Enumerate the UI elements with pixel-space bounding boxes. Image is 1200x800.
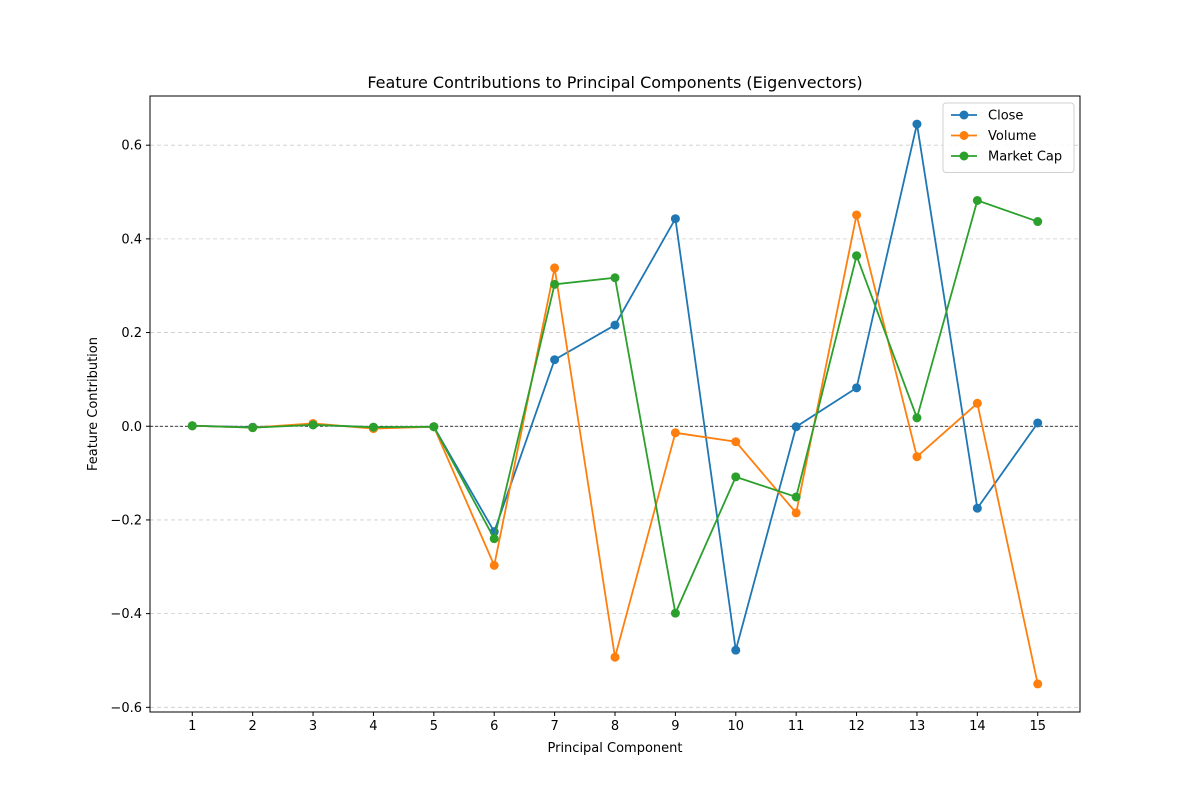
data-point-volume xyxy=(852,210,862,220)
x-tick-label: 12 xyxy=(848,719,865,734)
legend-marker xyxy=(959,131,969,140)
data-point-volume xyxy=(972,398,982,408)
data-point-close xyxy=(791,422,801,432)
chart-title: Feature Contributions to Principal Compo… xyxy=(367,73,862,92)
data-point-close xyxy=(1033,418,1043,428)
data-point-market-cap xyxy=(912,413,922,423)
legend-label: Market Cap xyxy=(988,150,1062,165)
x-axis-label: Principal Component xyxy=(547,741,682,756)
x-tick-label: 2 xyxy=(249,719,257,734)
series-line-close xyxy=(192,123,1039,651)
data-point-market-cap xyxy=(972,195,982,205)
y-tick-label: 0.0 xyxy=(121,420,142,435)
data-point-close xyxy=(550,355,560,365)
y-axis-ticks: −0.6 −0.4 −0.2 0.0 0.2 0.4 0.6 xyxy=(110,139,150,716)
y-tick-label: −0.6 xyxy=(110,701,142,716)
data-point-market-cap xyxy=(429,422,439,432)
legend-marker xyxy=(959,151,969,161)
data-point-market-cap xyxy=(308,420,318,430)
x-tick-label: 3 xyxy=(309,719,317,734)
data-point-market-cap xyxy=(791,492,801,502)
data-point-close xyxy=(852,383,862,393)
data-point-volume xyxy=(610,652,620,662)
data-point-volume xyxy=(489,560,499,570)
data-point-volume xyxy=(731,437,741,447)
x-axis-ticks: 1 2 3 4 5 6 7 8 9 10 11 12 13 14 15 xyxy=(188,712,1046,734)
data-point-market-cap xyxy=(368,422,378,432)
legend-marker xyxy=(959,110,969,120)
x-tick-label: 8 xyxy=(611,719,619,734)
data-point-volume xyxy=(912,452,922,462)
y-tick-label: 0.4 xyxy=(121,232,142,247)
series-close xyxy=(187,119,1043,655)
x-tick-label: 5 xyxy=(430,719,438,734)
y-tick-label: −0.4 xyxy=(110,607,142,622)
x-tick-label: 9 xyxy=(671,719,679,734)
x-tick-label: 1 xyxy=(188,719,196,734)
x-tick-label: 15 xyxy=(1029,719,1046,734)
data-point-close xyxy=(731,645,741,655)
x-tick-label: 4 xyxy=(369,719,377,734)
data-point-market-cap xyxy=(489,534,499,544)
data-point-close xyxy=(912,119,922,129)
data-point-volume xyxy=(670,428,680,438)
y-tick-label: −0.2 xyxy=(110,513,142,528)
x-tick-label: 6 xyxy=(490,719,498,734)
plot-frame xyxy=(149,95,1081,713)
data-point-volume xyxy=(791,508,801,518)
x-tick-label: 7 xyxy=(550,719,558,734)
legend: Close Volume Market Cap xyxy=(942,102,1075,173)
data-point-market-cap xyxy=(1033,217,1043,227)
legend-label: Volume xyxy=(988,129,1036,144)
data-point-volume xyxy=(550,263,560,273)
y-axis-label: Feature Contribution xyxy=(86,337,101,471)
x-tick-label: 11 xyxy=(788,719,805,734)
data-point-market-cap xyxy=(550,279,560,289)
data-point-market-cap xyxy=(610,273,620,283)
data-point-close xyxy=(610,320,620,330)
x-tick-label: 13 xyxy=(909,719,926,734)
data-point-close xyxy=(972,503,982,513)
data-point-market-cap xyxy=(187,421,197,431)
x-tick-label: 10 xyxy=(728,719,745,734)
legend-item-volume: Volume xyxy=(951,129,1036,144)
data-point-market-cap xyxy=(731,472,741,482)
series-market-cap xyxy=(187,195,1043,618)
legend-item-market-cap: Market Cap xyxy=(951,150,1062,165)
y-tick-label: 0.6 xyxy=(121,139,142,154)
x-tick-label: 14 xyxy=(969,719,986,734)
legend-label: Close xyxy=(988,109,1023,124)
data-point-market-cap xyxy=(248,423,258,433)
y-tick-label: 0.2 xyxy=(121,326,142,341)
data-point-market-cap xyxy=(670,608,680,618)
data-point-market-cap xyxy=(852,251,862,261)
series-line-market-cap xyxy=(192,199,1039,617)
data-point-volume xyxy=(1033,679,1043,689)
data-point-close xyxy=(670,214,680,224)
legend-item-close: Close xyxy=(951,109,1023,124)
series-layer xyxy=(187,119,1043,689)
